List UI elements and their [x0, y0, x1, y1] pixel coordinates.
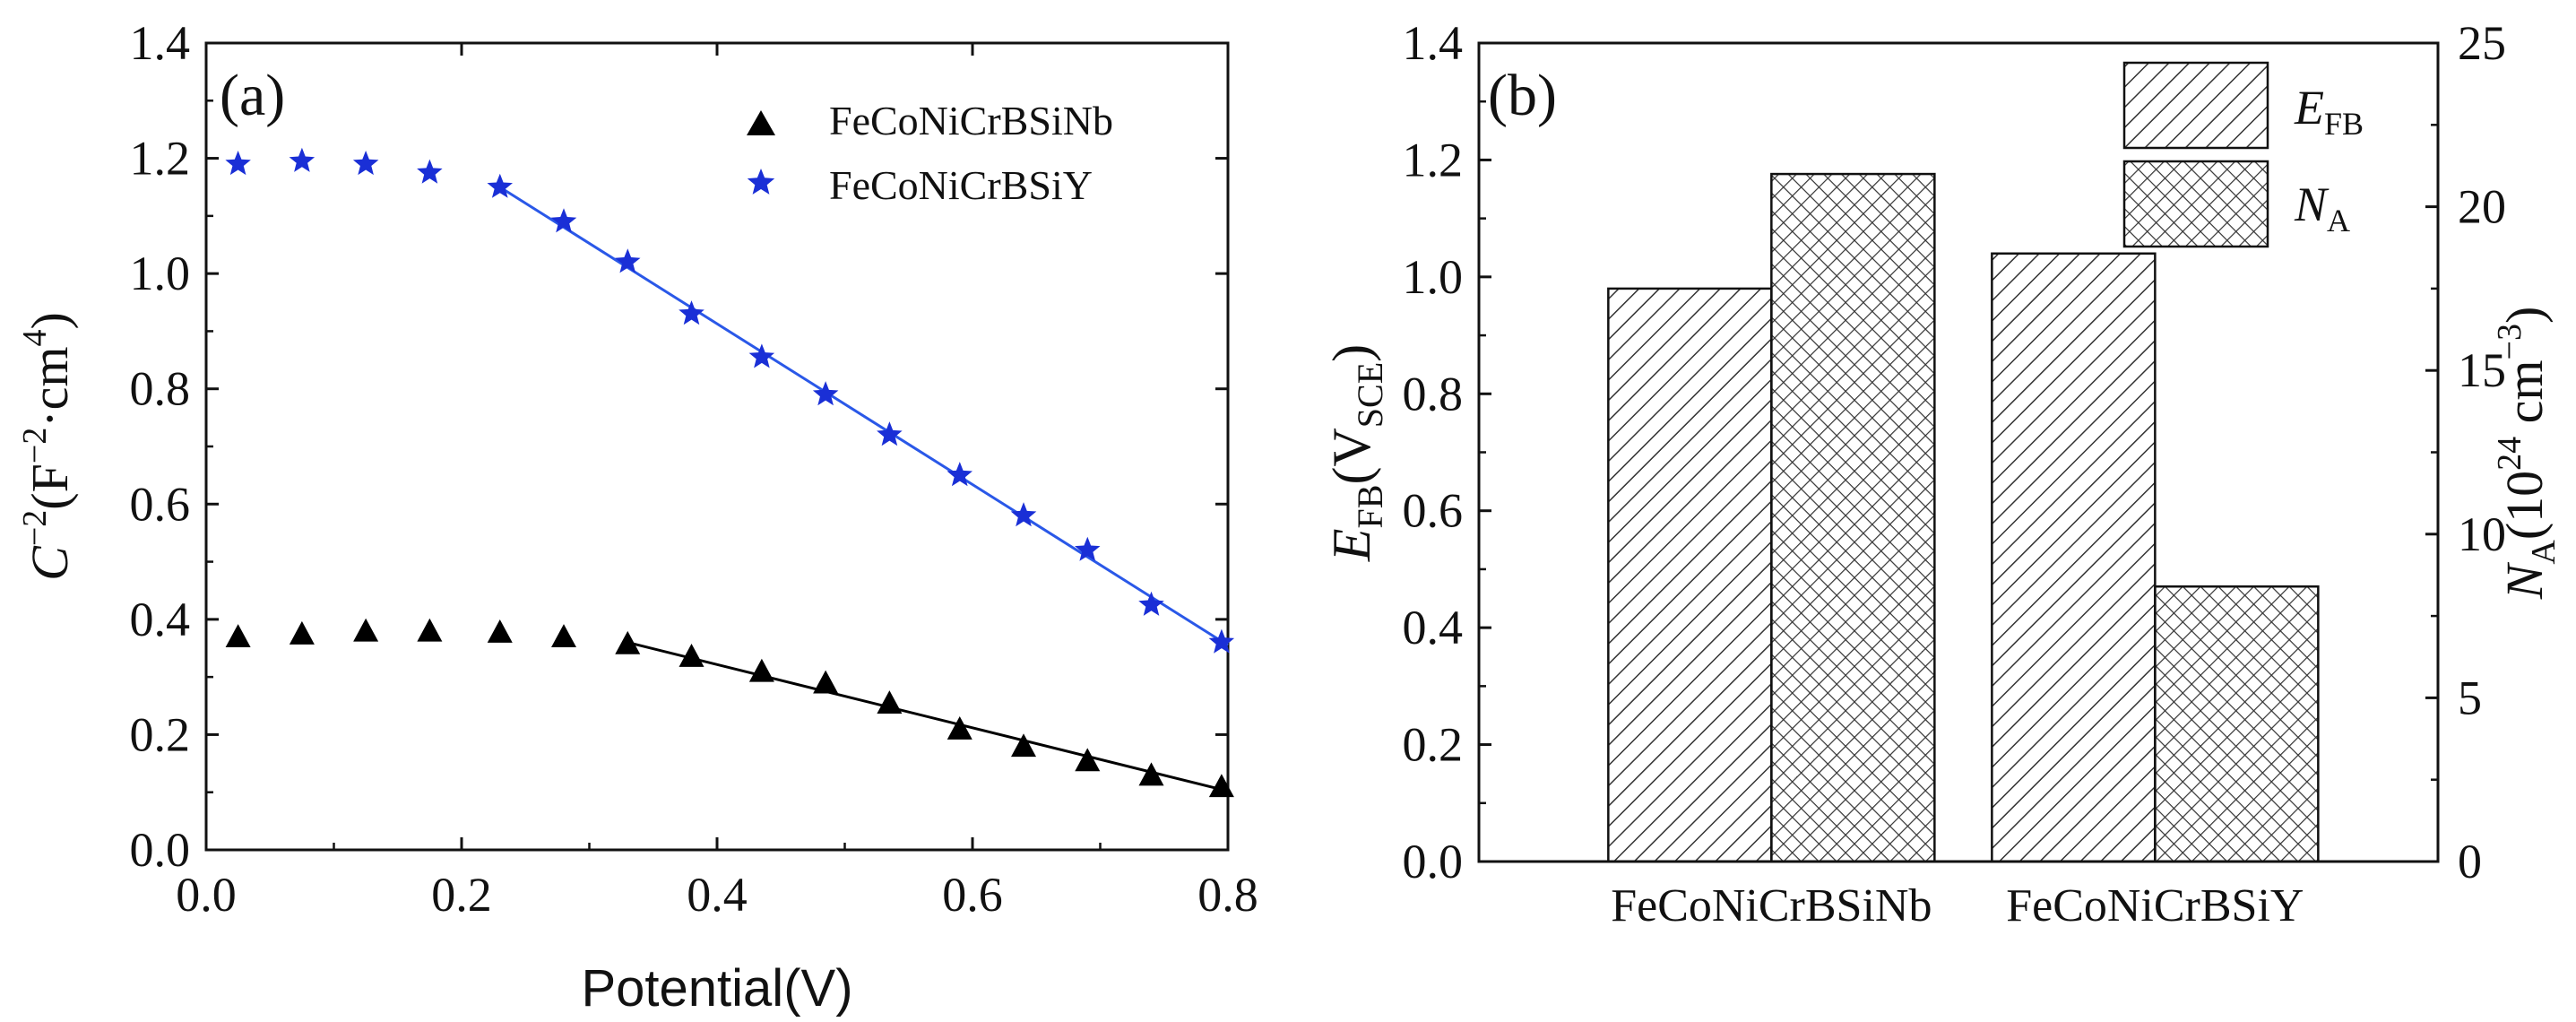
- data-point-FeCoNiCrBSiY: [487, 173, 513, 198]
- data-point-FeCoNiCrBSiNb: [947, 716, 972, 740]
- left-y-tick-label: 0.2: [1403, 718, 1464, 772]
- panel-a-y-axis-label: C−2(F−2·cm4): [16, 312, 79, 581]
- data-point-FeCoNiCrBSiNb: [679, 644, 705, 667]
- y-tick-label: 0.6: [130, 477, 191, 531]
- data-point-FeCoNiCrBSiNb: [1208, 774, 1234, 798]
- data-point-FeCoNiCrBSiNb: [1011, 733, 1036, 758]
- x-category-label: FeCoNiCrBSiNb: [1611, 880, 1932, 931]
- panel-b-label: (b): [1488, 63, 1557, 128]
- legend-swatch-na: [2122, 160, 2269, 248]
- panel-b-bars: [1607, 172, 2320, 863]
- data-point-FeCoNiCrBSiNb: [615, 630, 641, 654]
- panel-a-legend: FeCoNiCrBSiNb FeCoNiCrBSiY: [747, 98, 1113, 208]
- data-point-FeCoNiCrBSiY: [748, 343, 775, 368]
- data-point-FeCoNiCrBSiY: [1138, 591, 1164, 616]
- y-tick-label: 0.0: [130, 823, 191, 877]
- data-point-FeCoNiCrBSiNb: [551, 624, 576, 648]
- data-point-FeCoNiCrBSiNb: [877, 690, 903, 714]
- legend-label-series-0: FeCoNiCrBSiNb: [829, 98, 1113, 143]
- legend-label-efb: EFB: [2294, 81, 2364, 142]
- right-y-tick-label: 20: [2458, 180, 2506, 234]
- data-point-FeCoNiCrBSiNb: [417, 618, 443, 642]
- y-tick-label: 1.4: [130, 16, 191, 70]
- panel-b-left-y-axis-label: EFB(VSCE): [1322, 344, 1390, 562]
- x-tick-label: 0.6: [942, 868, 1003, 922]
- bar-efb-FeCoNiCrBSiY: [1991, 252, 2157, 863]
- left-y-tick-label: 1.0: [1403, 250, 1464, 304]
- y-tick-label: 0.8: [130, 362, 191, 416]
- fit-line-FeCoNiCrBSiNb: [627, 641, 1229, 792]
- panel-a-scatter-chart: 0.0 0.2 0.4 0.6 0.80.00.20.40.60.81.01.21.4 …: [16, 16, 1258, 1018]
- legend-marker-triangle: [747, 110, 775, 135]
- data-point-FeCoNiCrBSiY: [1208, 628, 1235, 654]
- data-point-FeCoNiCrBSiNb: [353, 618, 379, 642]
- left-y-tick-label: 1.2: [1403, 133, 1464, 186]
- data-point-FeCoNiCrBSiY: [417, 159, 443, 184]
- data-point-FeCoNiCrBSiY: [615, 248, 641, 273]
- data-point-FeCoNiCrBSiY: [1010, 502, 1037, 527]
- data-point-FeCoNiCrBSiY: [877, 421, 903, 446]
- x-tick-label: 0.0: [176, 868, 237, 922]
- panel-a-data-points: [225, 147, 1235, 798]
- x-tick-label: 0.4: [687, 868, 748, 922]
- bar-efb-FeCoNiCrBSiNb: [1607, 287, 1773, 863]
- panel-b-right-y-axis-label: NA(1024 cm−3): [2491, 307, 2563, 601]
- data-point-FeCoNiCrBSiY: [812, 381, 839, 406]
- legend-star-shape: [747, 169, 775, 195]
- panel-b-ticks: FeCoNiCrBSiNb FeCoNiCrBSiY 0.0 0.2 0.4 0.6 0.8…: [1403, 16, 2507, 931]
- data-point-FeCoNiCrBSiNb: [289, 620, 315, 645]
- right-y-tick-label: 5: [2458, 671, 2482, 724]
- panel-a-fit-lines: [498, 186, 1229, 792]
- legend-swatch-efb: [2122, 61, 2269, 150]
- data-point-FeCoNiCrBSiY: [352, 151, 379, 176]
- panel-b-bar-chart: FeCoNiCrBSiNb FeCoNiCrBSiY 0.0 0.2 0.4 0.6 0.8…: [1322, 16, 2563, 931]
- data-point-FeCoNiCrBSiNb: [225, 624, 251, 648]
- left-y-tick-label: 1.4: [1403, 16, 1464, 70]
- data-point-FeCoNiCrBSiNb: [813, 670, 839, 694]
- fit-line-FeCoNiCrBSiY: [498, 186, 1229, 647]
- panel-b-legend: EFB NA: [2122, 61, 2364, 248]
- y-tick-label: 0.2: [130, 707, 191, 761]
- data-point-FeCoNiCrBSiY: [947, 462, 972, 487]
- right-y-tick-label: 0: [2458, 835, 2482, 888]
- right-y-tick-label: 25: [2458, 16, 2506, 70]
- panel-a-x-axis-label: Potential(V): [581, 959, 852, 1018]
- data-point-FeCoNiCrBSiY: [550, 208, 577, 233]
- legend-marker-star: [747, 169, 775, 195]
- bar-na-FeCoNiCrBSiNb: [1770, 172, 1936, 863]
- x-tick-label: 0.2: [431, 868, 492, 922]
- data-point-FeCoNiCrBSiY: [1075, 536, 1101, 561]
- data-point-FeCoNiCrBSiY: [679, 300, 705, 325]
- bar-na-FeCoNiCrBSiY: [2154, 585, 2320, 863]
- left-y-tick-label: 0.6: [1403, 484, 1464, 538]
- x-category-label: FeCoNiCrBSiY: [2006, 880, 2304, 931]
- panel-a-ticks: 0.0 0.2 0.4 0.6 0.8 0.0 0.2 0.4 0.6 0.8 1.0 1.2 1.4: [130, 16, 1258, 922]
- y-tick-label: 0.4: [130, 593, 191, 646]
- data-point-FeCoNiCrBSiNb: [487, 619, 513, 643]
- left-y-tick-label: 0.0: [1403, 835, 1464, 888]
- data-point-FeCoNiCrBSiNb: [1075, 748, 1101, 772]
- data-point-FeCoNiCrBSiY: [225, 151, 251, 176]
- right-y-tick-label: 10: [2458, 507, 2506, 561]
- x-tick-label: 0.8: [1197, 868, 1258, 922]
- y-tick-label: 1.0: [130, 247, 191, 300]
- data-point-FeCoNiCrBSiNb: [748, 658, 774, 682]
- left-y-tick-label: 0.8: [1403, 367, 1464, 420]
- left-y-tick-label: 0.4: [1403, 601, 1464, 654]
- legend-label-series-1: FeCoNiCrBSiY: [829, 162, 1093, 208]
- right-y-tick-label: 15: [2458, 343, 2506, 397]
- panel-a-label: (a): [220, 63, 285, 128]
- data-point-FeCoNiCrBSiNb: [1138, 762, 1164, 786]
- legend-label-na: NA: [2294, 178, 2350, 238]
- data-point-FeCoNiCrBSiY: [289, 147, 316, 172]
- y-tick-label: 1.2: [130, 132, 191, 186]
